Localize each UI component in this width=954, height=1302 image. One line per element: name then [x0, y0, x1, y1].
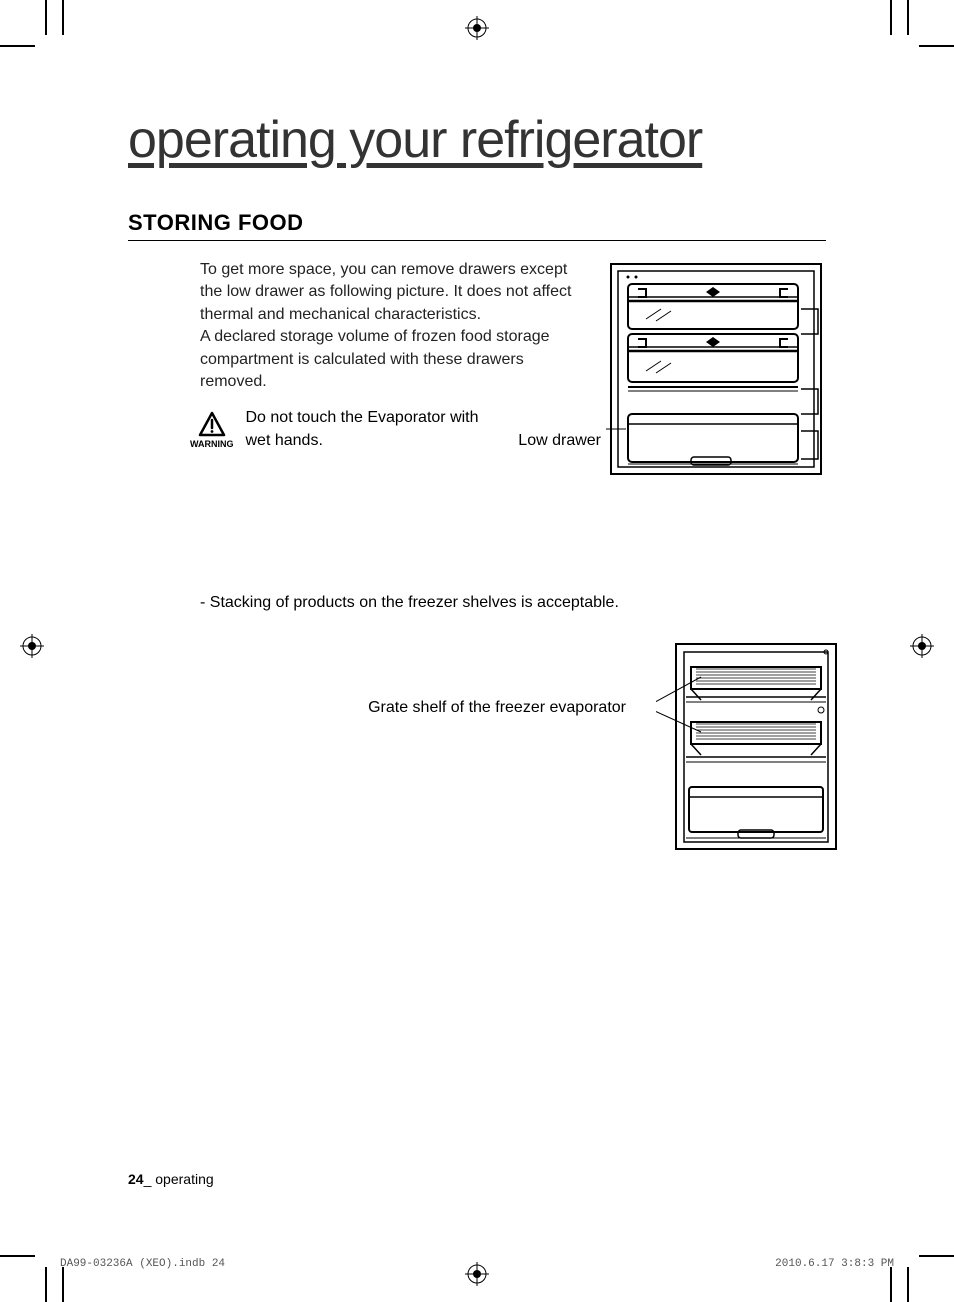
- grate-section: Grate shelf of the freezer evaporator: [128, 642, 826, 857]
- print-metadata-file: DA99-03236A (XEO).indb 24: [60, 1258, 225, 1270]
- crop-mark: [62, 1267, 64, 1302]
- page-content: operating your refrigerator STORING FOOD…: [128, 110, 826, 1242]
- crop-mark: [919, 45, 954, 47]
- crop-mark: [907, 0, 909, 35]
- page-number: 24: [128, 1171, 144, 1187]
- registration-mark-icon: [20, 634, 44, 658]
- crop-mark: [62, 0, 64, 35]
- grate-shelf-figure: [636, 642, 826, 857]
- low-drawer-label: Low drawer: [518, 432, 601, 452]
- registration-mark-icon: [465, 16, 489, 40]
- page-title: operating your refrigerator: [128, 110, 826, 170]
- body-paragraph: To get more space, you can remove drawer…: [200, 259, 586, 393]
- warning-text: Do not touch the Evaporator with wet han…: [246, 407, 497, 452]
- text-column: To get more space, you can remove drawer…: [128, 259, 586, 484]
- section-heading: STORING FOOD: [128, 210, 826, 241]
- crop-mark: [45, 1267, 47, 1302]
- grate-shelf-label: Grate shelf of the freezer evaporator: [128, 642, 626, 719]
- warning-label: WARNING: [190, 439, 234, 449]
- crop-mark: [0, 1255, 35, 1257]
- warning-triangle-icon: [197, 411, 227, 437]
- crop-mark: [45, 0, 47, 35]
- stacking-text: - Stacking of products on the freezer sh…: [128, 594, 826, 612]
- print-metadata-datetime: 2010.6.17 3:8:3 PM: [775, 1258, 894, 1270]
- freezer-drawer-figure: [606, 259, 826, 484]
- crop-mark: [890, 1267, 892, 1302]
- crop-mark: [907, 1267, 909, 1302]
- page-footer: 24_ operating: [128, 1171, 214, 1187]
- registration-mark-icon: [910, 634, 934, 658]
- footer-sep: _: [144, 1171, 156, 1187]
- warning-row: WARNING Do not touch the Evaporator with…: [190, 407, 586, 452]
- warning-icon-container: WARNING: [190, 411, 234, 449]
- crop-mark: [0, 45, 35, 47]
- crop-mark: [890, 0, 892, 35]
- crop-mark: [919, 1255, 954, 1257]
- footer-section: operating: [155, 1171, 213, 1187]
- registration-mark-icon: [465, 1262, 489, 1286]
- body-section: To get more space, you can remove drawer…: [128, 259, 826, 484]
